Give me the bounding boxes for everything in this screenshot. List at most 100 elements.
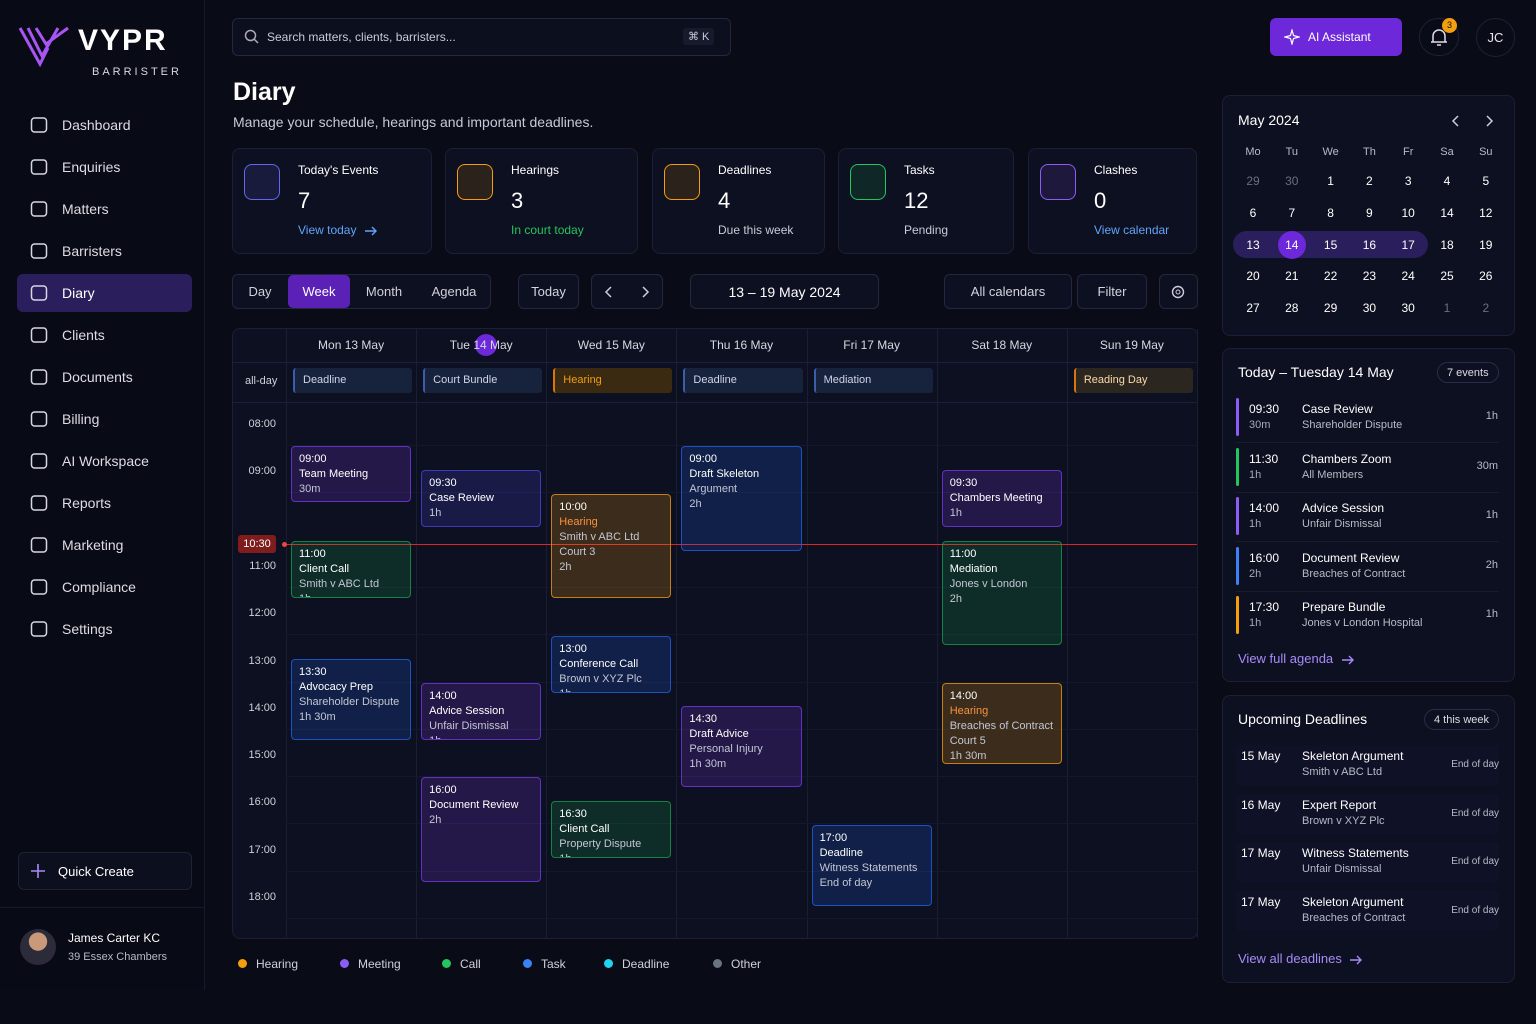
allday-event[interactable]: Court Bundle: [423, 368, 543, 393]
view-button[interactable]: Day: [248, 284, 272, 299]
today-event[interactable]: Prepare Bundle: [1302, 600, 1386, 614]
event[interactable]: 14:00 Hearing Breaches of Contract Court 5 1…: [941, 682, 1062, 764]
day-cell[interactable]: 29: [1323, 301, 1338, 316]
nav-item[interactable]: Billing: [62, 411, 100, 427]
day-cell[interactable]: 9: [1366, 205, 1373, 220]
deadline-title[interactable]: Skeleton Argument: [1302, 895, 1404, 910]
today-event[interactable]: Case Review: [1302, 402, 1373, 416]
nav-item[interactable]: Matters: [62, 201, 109, 217]
day-cell[interactable]: 16: [1362, 237, 1377, 252]
day-cell[interactable]: 10: [1401, 205, 1415, 220]
settings-button[interactable]: [1159, 274, 1198, 309]
event[interactable]: 09:30 Chambers Meeting 1h: [941, 469, 1062, 528]
day-cell[interactable]: 3: [1404, 174, 1412, 188]
nav-item[interactable]: Compliance: [62, 579, 136, 595]
stat-link[interactable]: View calendar: [1094, 223, 1170, 237]
day-cell[interactable]: 4: [1443, 174, 1451, 188]
day-cell[interactable]: 22: [1323, 269, 1338, 284]
agenda-link[interactable]: View full agenda: [1238, 651, 1334, 666]
day-cell[interactable]: 7: [1288, 205, 1296, 220]
day-cell[interactable]: 1: [1443, 301, 1451, 316]
day-cell[interactable]: 21: [1285, 269, 1299, 284]
event[interactable]: 11:00 Client Call Smith v ABC Ltd 1h: [291, 540, 412, 599]
nav-item[interactable]: Barristers: [62, 243, 122, 259]
deadlines-link[interactable]: View all deadlines: [1238, 951, 1342, 966]
day-cell[interactable]: 12: [1479, 205, 1493, 220]
day-cell[interactable]: 19: [1479, 237, 1493, 252]
nav-item[interactable]: Enquiries: [62, 159, 121, 175]
user-initials[interactable]: JC: [1476, 18, 1515, 57]
nav-item[interactable]: Marketing: [62, 537, 124, 553]
stat-link[interactable]: View today: [298, 223, 357, 237]
day-cell[interactable]: 14: [1440, 205, 1454, 220]
view-button[interactable]: Agenda: [431, 284, 477, 299]
allday-event[interactable]: Hearing: [553, 368, 673, 393]
day-cell[interactable]: 30: [1285, 174, 1299, 188]
allday-event[interactable]: Deadline: [683, 368, 803, 393]
day-cell[interactable]: 25: [1440, 269, 1454, 284]
deadline-title[interactable]: Witness Statements: [1302, 846, 1409, 861]
day-cell[interactable]: 13: [1246, 237, 1260, 252]
view-button[interactable]: Week: [288, 275, 350, 308]
deadline-title[interactable]: Skeleton Argument: [1302, 749, 1404, 763]
day-cell[interactable]: 1: [1327, 174, 1334, 188]
nav-item[interactable]: Clients: [62, 327, 105, 343]
event[interactable]: 14:00 Advice Session Unfair Dismissal 1h: [421, 682, 542, 741]
deadline-title[interactable]: Expert Report: [1302, 797, 1377, 812]
day-cell[interactable]: 20: [1246, 269, 1260, 284]
stat-link[interactable]: In court today: [511, 223, 584, 237]
view-button[interactable]: Month: [365, 284, 403, 299]
day-cell[interactable]: 24: [1401, 269, 1415, 284]
day-cell[interactable]: 18: [1440, 237, 1454, 252]
day-cell[interactable]: 29: [1246, 174, 1260, 188]
day-cell[interactable]: 8: [1327, 205, 1334, 220]
notifications[interactable]: [1419, 18, 1459, 56]
ai-button[interactable]: [1270, 18, 1402, 56]
day-cell[interactable]: 5: [1482, 174, 1490, 188]
day-cell[interactable]: 2: [1482, 301, 1490, 316]
nav-item[interactable]: Dashboard: [62, 117, 131, 133]
day-cell[interactable]: 28: [1285, 301, 1299, 316]
event[interactable]: 13:30 Advocacy Prep Shareholder Dispute 1h …: [291, 659, 412, 741]
nav-item[interactable]: Diary: [62, 285, 95, 301]
day-cell[interactable]: 2: [1366, 174, 1373, 188]
event[interactable]: 10:00 Hearing Smith v ABC Ltd Court 3 2h: [551, 493, 672, 599]
day-cell[interactable]: 17: [1401, 237, 1415, 252]
date-range[interactable]: 13 – 19 May 2024: [690, 274, 879, 309]
allday-event[interactable]: Reading Day: [1073, 368, 1193, 393]
event[interactable]: 16:00 Document Review 2h: [421, 777, 542, 882]
day-cell[interactable]: 14: [1285, 237, 1299, 252]
day-cell[interactable]: 30: [1401, 301, 1415, 316]
event[interactable]: 09:00 Team Meeting 30m: [291, 446, 412, 503]
event[interactable]: 09:00 Draft Skeleton Argument 2h: [681, 446, 802, 551]
filter-button[interactable]: Filter: [1077, 274, 1147, 309]
day-cell[interactable]: 27: [1246, 301, 1260, 316]
nav-item[interactable]: Reports: [62, 495, 112, 511]
calendars-button[interactable]: All calendars: [944, 274, 1072, 309]
nav-item[interactable]: AI Workspace: [62, 453, 149, 469]
day-cell[interactable]: 15: [1323, 237, 1338, 252]
allday-event[interactable]: Mediation: [813, 368, 933, 393]
today-button[interactable]: Today: [518, 274, 579, 309]
event[interactable]: 13:00 Conference Call Brown v XYZ Plc 1h: [551, 635, 672, 693]
nav-item[interactable]: Documents: [62, 369, 133, 385]
event[interactable]: 14:30 Draft Advice Personal Injury 1h 30m: [681, 706, 802, 788]
day-cell[interactable]: 6: [1249, 205, 1257, 220]
stat-link[interactable]: Due this week: [718, 223, 794, 237]
quick-create[interactable]: [18, 852, 192, 890]
allday-event[interactable]: Deadline: [293, 368, 413, 393]
day-cell[interactable]: 26: [1479, 269, 1493, 284]
today-event[interactable]: Advice Session: [1302, 501, 1385, 515]
nav-item[interactable]: Settings: [62, 621, 113, 637]
event[interactable]: 17:00 Deadline Witness Statements End of da…: [811, 824, 932, 906]
event[interactable]: 09:30 Case Review 1h: [421, 469, 542, 528]
event[interactable]: 11:00 Mediation Jones v London 2h: [941, 540, 1062, 646]
search-box[interactable]: [232, 18, 731, 56]
day-cell[interactable]: 23: [1362, 269, 1377, 284]
today-event[interactable]: Chambers Zoom: [1302, 451, 1392, 466]
prev-next[interactable]: [591, 274, 663, 309]
day-cell[interactable]: 30: [1362, 301, 1377, 316]
stat-link[interactable]: Pending: [904, 223, 949, 237]
today-event[interactable]: Document Review: [1302, 550, 1400, 565]
